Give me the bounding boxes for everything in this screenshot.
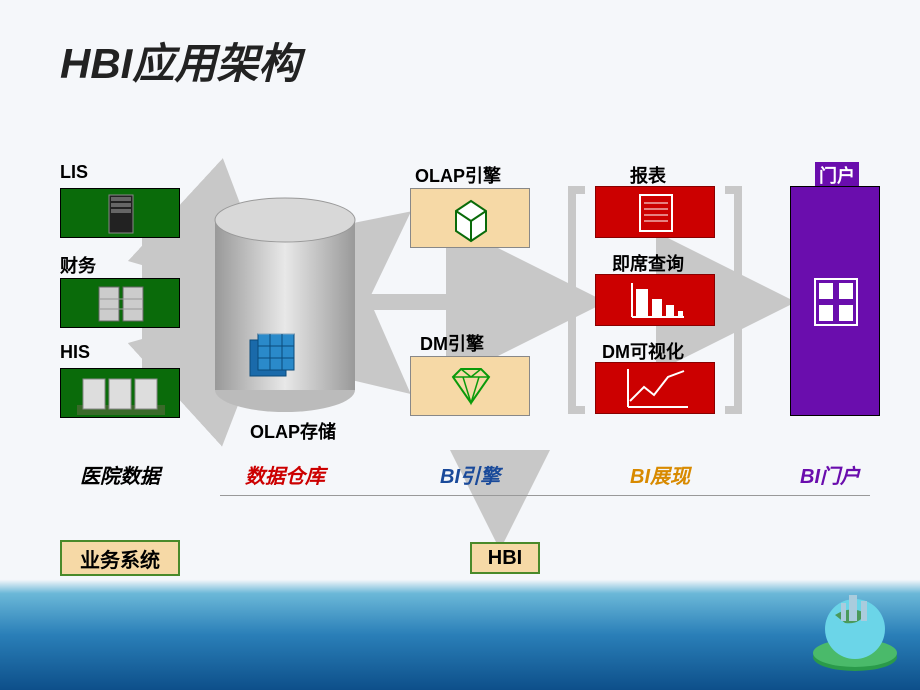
document-icon <box>596 187 716 239</box>
server-icon <box>61 189 181 239</box>
dmvis-label: DM可视化 <box>602 338 684 364</box>
olap-engine-box <box>410 188 530 248</box>
his-label: HIS <box>60 342 90 363</box>
section-portal: BI门户 <box>760 460 900 489</box>
olap-engine-label: OLAP引擎 <box>415 162 501 188</box>
servers-icon <box>61 369 181 419</box>
architecture-diagram: LIS 财务 HIS <box>0 150 920 580</box>
olap-storage-label: OLAP存储 <box>250 418 336 444</box>
dm-engine-box <box>410 356 530 416</box>
warehouse-cylinder <box>210 190 360 430</box>
lis-label: LIS <box>60 162 88 183</box>
diamond-icon <box>411 357 531 417</box>
report-label: 报表 <box>630 162 666 188</box>
hbi-box: HBI <box>470 542 540 574</box>
biz-system-box: 业务系统 <box>60 540 180 576</box>
section-display: BI展现 <box>590 460 730 489</box>
adhoc-box <box>595 274 715 326</box>
section-warehouse: 数据仓库 <box>215 460 355 489</box>
divider-line <box>220 495 870 496</box>
linechart-icon <box>596 363 716 415</box>
slide-title: HBI应用架构 <box>60 30 300 91</box>
adhoc-label: 即席查询 <box>612 250 684 276</box>
finance-label: 财务 <box>60 252 96 278</box>
section-source: 医院数据 <box>50 460 190 489</box>
section-engine: BI引擎 <box>400 460 540 489</box>
dmvis-box <box>595 362 715 414</box>
globe-decoration <box>805 585 905 675</box>
finance-box <box>60 278 180 328</box>
portal-label: 门户 <box>815 162 859 188</box>
grid-icon <box>791 187 881 417</box>
his-box <box>60 368 180 418</box>
cube-icon <box>411 189 531 249</box>
dm-engine-label: DM引擎 <box>420 330 484 356</box>
cabinet-icon <box>61 279 181 329</box>
portal-box <box>790 186 880 416</box>
lis-box <box>60 188 180 238</box>
barchart-icon <box>596 275 716 327</box>
report-box <box>595 186 715 238</box>
